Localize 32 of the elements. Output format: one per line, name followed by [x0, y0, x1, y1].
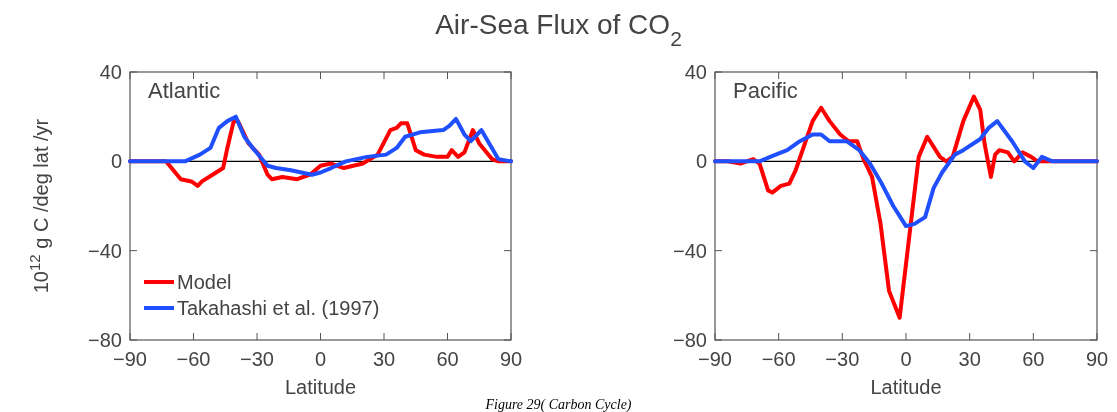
x-tick-label: −30	[240, 348, 274, 370]
x-tick-label: 60	[1022, 348, 1045, 370]
caption: Figure 29( Carbon Cycle)	[484, 397, 632, 412]
y-tick-label: −80	[673, 329, 707, 351]
x-axis-title: Latitude	[870, 376, 942, 398]
y-tick-label: −40	[88, 239, 122, 262]
x-tick-label: −90	[698, 348, 732, 370]
legend-label: Takahashi et al. (1997)	[177, 297, 380, 319]
x-tick-label: 90	[1085, 348, 1109, 370]
chart-title: Air-Sea Flux of CO$_{2}$	[435, 9, 682, 50]
x-tick-label: 30	[958, 348, 981, 370]
legend-label: Model	[177, 271, 232, 293]
line-series	[713, 119, 1099, 229]
y-tick-label: 0	[695, 150, 707, 173]
annotation: Atlantic	[148, 78, 221, 103]
x-tick-label: 90	[499, 348, 523, 370]
line-series	[128, 114, 513, 177]
x-tick-label: −60	[176, 348, 211, 370]
x-tick-label: −90	[113, 348, 147, 370]
x-axis-title: Latitude	[284, 376, 357, 398]
y-tick-label: −80	[88, 329, 122, 351]
x-tick-label: 60	[436, 348, 459, 370]
x-tick-label: 0	[314, 348, 327, 370]
annotation: Pacific	[733, 78, 798, 103]
x-tick-label: −30	[825, 348, 860, 370]
y-tick-label: 40	[99, 61, 122, 83]
x-tick-label: 0	[900, 348, 912, 370]
x-tick-label: 30	[372, 348, 396, 370]
y-tick-label: 0	[110, 150, 122, 173]
x-tick-label: −60	[761, 348, 796, 370]
y-tick-label: −40	[673, 239, 707, 262]
y-tick-label: 40	[684, 61, 707, 83]
